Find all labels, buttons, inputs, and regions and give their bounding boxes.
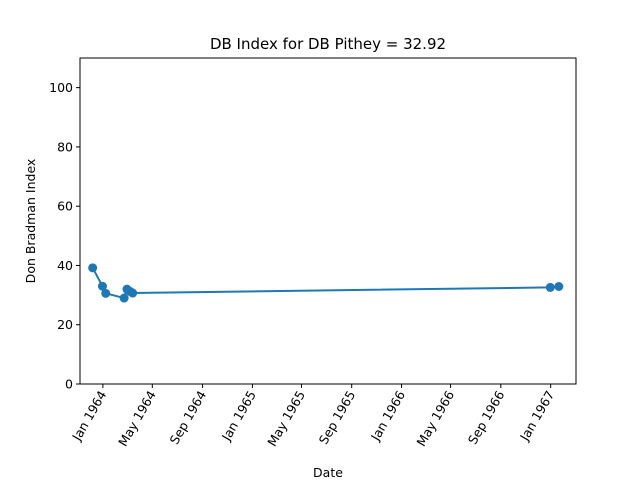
x-axis-label: Date: [313, 465, 343, 480]
x-tick-label-2: Sep 1964: [166, 388, 209, 447]
series-line-0: [91, 267, 559, 300]
data-point-0-1: [97, 281, 107, 291]
data-point-0-2: [101, 288, 111, 298]
x-tick-label-8: Sep 1966: [465, 388, 508, 447]
x-tick-label-1: May 1964: [115, 388, 159, 449]
data-point-0-0: [88, 263, 98, 273]
x-tick-label-6: Jan 1966: [367, 388, 408, 444]
x-tick-label-7: May 1966: [413, 388, 457, 449]
data-point-0-7: [545, 282, 555, 292]
x-tick-label-9: Jan 1967: [516, 388, 557, 444]
y-tick-label-2: 40: [57, 258, 73, 273]
y-tick-label-1: 20: [57, 317, 73, 332]
y-tick-label-3: 60: [57, 199, 73, 214]
data-point-0-3: [119, 293, 129, 303]
plot-content: [88, 263, 564, 303]
x-axis: Jan 1964 May 1964 Sep 1964 Jan 1965 May 1965…: [68, 384, 557, 449]
x-tick-label-3: Jan 1965: [218, 388, 259, 444]
data-point-0-6: [128, 288, 138, 298]
y-axis-label: Don Bradman Index: [23, 159, 38, 284]
y-tick-label-4: 80: [57, 139, 73, 154]
y-tick-label-0: 0: [65, 377, 73, 392]
plot-frame: [79, 57, 577, 385]
chart-title: DB Index for DB Pithey = 32.92: [210, 35, 446, 53]
data-point-0-8: [554, 281, 564, 291]
x-tick-label-5: Sep 1965: [316, 388, 359, 447]
y-tick-label-5: 100: [49, 80, 73, 95]
y-axis: 0 20 40 60 80 100: [49, 80, 80, 392]
x-tick-label-4: May 1965: [264, 388, 308, 449]
x-tick-label-0: Jan 1964: [68, 388, 109, 444]
